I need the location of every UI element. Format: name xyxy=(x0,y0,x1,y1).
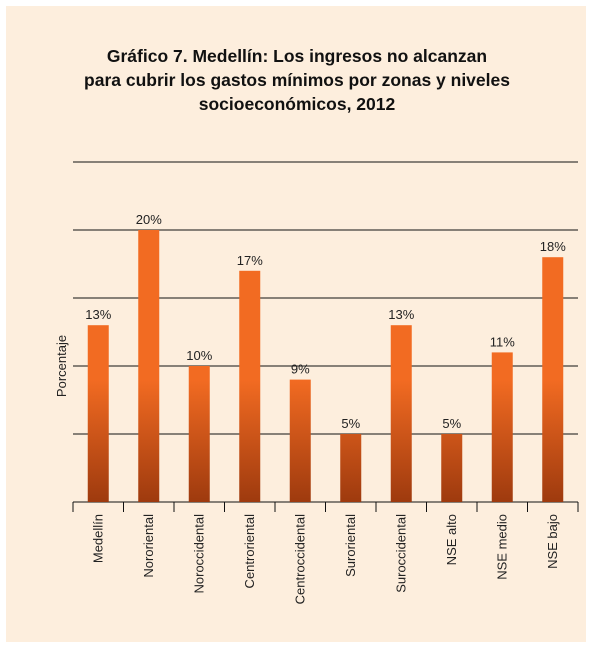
background xyxy=(6,6,586,642)
value-label: 20% xyxy=(136,212,162,227)
bar xyxy=(491,352,513,502)
value-label: 13% xyxy=(388,307,414,322)
x-tick-label: Centroriental xyxy=(242,514,257,589)
value-label: 18% xyxy=(540,239,566,254)
x-tick-label: Suroccidental xyxy=(393,514,408,593)
bar xyxy=(87,325,109,502)
value-label: 10% xyxy=(186,348,212,363)
x-tick-label: Centroccidental xyxy=(292,514,307,604)
bar xyxy=(441,434,463,502)
chart-title: Gráfico 7. Medellín: Los ingresos no alc… xyxy=(107,46,487,66)
bar xyxy=(289,379,311,502)
value-label: 5% xyxy=(341,416,360,431)
value-label: 9% xyxy=(291,362,310,377)
value-label: 13% xyxy=(85,307,111,322)
x-tick-label: Nororiental xyxy=(141,514,156,578)
x-tick-label: NSE medio xyxy=(494,514,509,580)
x-tick-label: Suroriental xyxy=(343,514,358,577)
chart-title: para cubrir los gastos mínimos por zonas… xyxy=(84,70,510,90)
bar xyxy=(390,325,412,502)
value-label: 11% xyxy=(490,334,515,349)
chart-title: socioeconómicos, 2012 xyxy=(199,94,396,114)
bar xyxy=(188,366,210,502)
value-label: 5% xyxy=(442,416,461,431)
bar xyxy=(542,257,564,502)
bar xyxy=(239,270,261,502)
value-label: 17% xyxy=(237,253,263,268)
bar xyxy=(340,434,362,502)
x-tick-label: NSE alto xyxy=(444,514,459,565)
y-axis-label: Porcentaje xyxy=(54,335,69,397)
x-tick-label: Medellín xyxy=(90,514,105,563)
bar xyxy=(138,230,160,502)
x-tick-label: Noroccidental xyxy=(191,514,206,594)
x-tick-label: NSE bajo xyxy=(545,514,560,569)
